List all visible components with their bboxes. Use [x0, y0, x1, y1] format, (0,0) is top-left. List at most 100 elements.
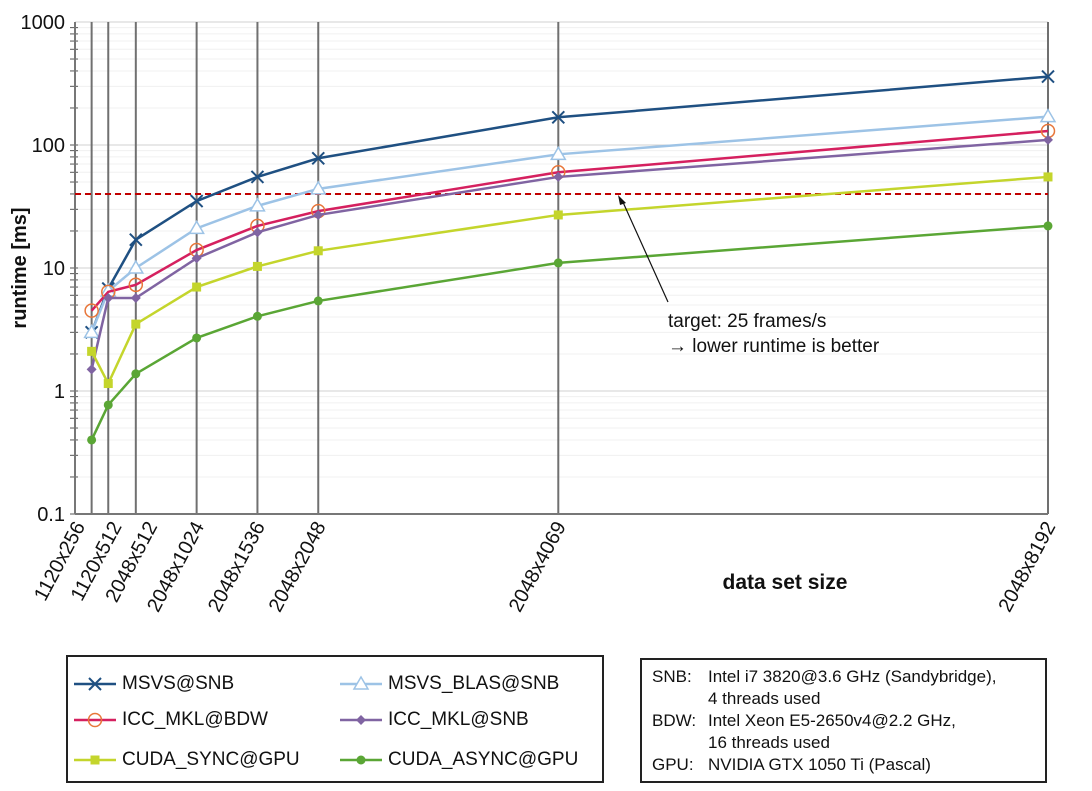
- series-icc-mkl-bdw: [84, 123, 1056, 318]
- series-line: [90, 129, 1049, 312]
- data-point: [192, 282, 202, 292]
- data-point: [252, 227, 263, 238]
- series-line: [90, 175, 1049, 387]
- data-point: [86, 364, 97, 375]
- data-point: [553, 210, 563, 220]
- data-point: [103, 400, 113, 410]
- y-tick-label: 10: [43, 258, 65, 280]
- arrowhead-icon: [618, 195, 626, 205]
- data-point: [103, 293, 114, 304]
- data-point: [131, 369, 141, 379]
- data-point: [313, 209, 324, 220]
- data-point: [1039, 108, 1057, 123]
- data-point: [83, 323, 100, 339]
- info-line: 16 threads used: [708, 733, 830, 752]
- x-axis-title: data set size: [723, 571, 848, 594]
- data-point: [103, 379, 113, 389]
- data-point: [311, 151, 325, 165]
- info-line: Intel i7 3820@3.6 GHz (Sandybridge),: [708, 667, 997, 686]
- data-point: [127, 259, 145, 274]
- data-point: [309, 180, 327, 195]
- series-cuda-async-gpu: [87, 221, 1053, 445]
- data-point: [252, 311, 262, 321]
- data-point: [188, 219, 205, 235]
- data-point: [549, 145, 567, 161]
- legend-label: ICC_MKL@SNB: [388, 709, 529, 730]
- annotation-text: target: 25 frames/s: [668, 311, 826, 332]
- info-gpu: GPU: NVIDIA GTX 1050 Ti (Pascal): [652, 754, 1035, 776]
- legend-swatch: [74, 677, 116, 691]
- info-key: BDW:: [652, 711, 697, 730]
- y-tick-label: 0.1: [37, 504, 65, 526]
- annotation-arrow: [621, 199, 669, 303]
- x-tick-label: 2048x2048: [265, 518, 331, 616]
- data-point: [189, 194, 204, 208]
- legend-marker: [356, 715, 366, 725]
- legend-label: CUDA_SYNC@GPU: [122, 749, 300, 770]
- data-point: [553, 258, 563, 268]
- legend-marker: [90, 755, 100, 765]
- data-point: [87, 435, 97, 445]
- y-axis-title: runtime [ms]: [9, 207, 31, 328]
- data-point: [130, 293, 141, 304]
- data-point: [192, 333, 202, 343]
- info-line: 4 threads used: [708, 689, 821, 708]
- x-tick-label: 2048x4069: [505, 518, 571, 616]
- legend-swatch: [74, 712, 116, 728]
- data-point: [131, 319, 141, 329]
- legend-item: ICC_MKL@SNB: [340, 709, 529, 731]
- data-point: [1043, 172, 1053, 182]
- data-point: [128, 277, 144, 293]
- data-point: [1041, 69, 1055, 84]
- data-point: [249, 197, 266, 212]
- info-line: NVIDIA GTX 1050 Ti (Pascal): [708, 755, 931, 774]
- annotation-text: → lower runtime is better: [668, 336, 880, 357]
- data-point: [252, 261, 262, 271]
- info-snb: SNB: Intel i7 3820@3.6 GHz (Sandybridge),…: [652, 666, 1035, 710]
- series-line: [90, 138, 1049, 370]
- data-point: [553, 171, 564, 182]
- legend-label: MSVS@SNB: [122, 673, 235, 694]
- info-line: Intel Xeon E5-2650v4@2.2 GHz,: [708, 711, 956, 730]
- legend-item: CUDA_SYNC@GPU: [74, 749, 300, 771]
- legend-marker: [87, 712, 103, 728]
- legend-item: MSVS@SNB: [74, 673, 234, 695]
- hardware-info-box: SNB: Intel i7 3820@3.6 GHz (Sandybridge),…: [640, 658, 1047, 783]
- y-tick-label: 1000: [21, 12, 66, 34]
- data-point: [191, 253, 202, 264]
- legend-item: MSVS_BLAS@SNB: [340, 673, 559, 695]
- y-tick-label: 100: [32, 135, 65, 157]
- data-point: [250, 170, 265, 184]
- info-key: GPU:: [652, 755, 694, 774]
- data-point: [129, 232, 143, 247]
- legend-label: CUDA_ASYNC@GPU: [388, 749, 579, 770]
- legend-swatch: [74, 755, 116, 765]
- legend-swatch: [340, 715, 382, 725]
- legend-item: CUDA_ASYNC@GPU: [340, 749, 578, 771]
- legend-label: ICC_MKL@BDW: [122, 709, 268, 730]
- y-tick-label: 1: [54, 381, 65, 403]
- legend-marker: [88, 677, 102, 691]
- x-tick-label: 2048x8192: [995, 518, 1061, 616]
- series-line: [90, 115, 1049, 333]
- data-point: [313, 296, 323, 306]
- data-point: [87, 346, 97, 356]
- legend-marker: [352, 675, 370, 690]
- data-point: [1043, 134, 1053, 145]
- legend-marker: [356, 755, 366, 765]
- series-line: [90, 224, 1049, 441]
- info-bdw: BDW: Intel Xeon E5-2650v4@2.2 GHz, 16 thre…: [652, 710, 1035, 754]
- data-point: [1043, 221, 1053, 231]
- data-point: [84, 303, 99, 318]
- data-point: [551, 110, 566, 124]
- data-point: [313, 246, 323, 256]
- legend-swatch: [340, 675, 382, 690]
- legend-item: ICC_MKL@BDW: [74, 709, 268, 731]
- legend: MSVS@SNB MSVS_BLAS@SNB ICC_MKL@BDW ICC_MKL@…: [66, 655, 604, 783]
- legend-swatch: [340, 755, 382, 765]
- x-tick-label: 2048x1536: [204, 518, 270, 616]
- info-key: SNB:: [652, 667, 692, 686]
- legend-label: MSVS_BLAS@SNB: [388, 673, 560, 694]
- series-icc-mkl-snb: [86, 134, 1053, 375]
